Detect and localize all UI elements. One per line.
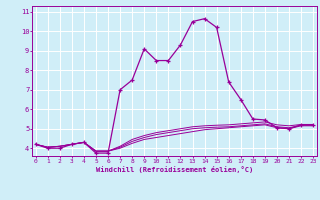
- X-axis label: Windchill (Refroidissement éolien,°C): Windchill (Refroidissement éolien,°C): [96, 166, 253, 173]
